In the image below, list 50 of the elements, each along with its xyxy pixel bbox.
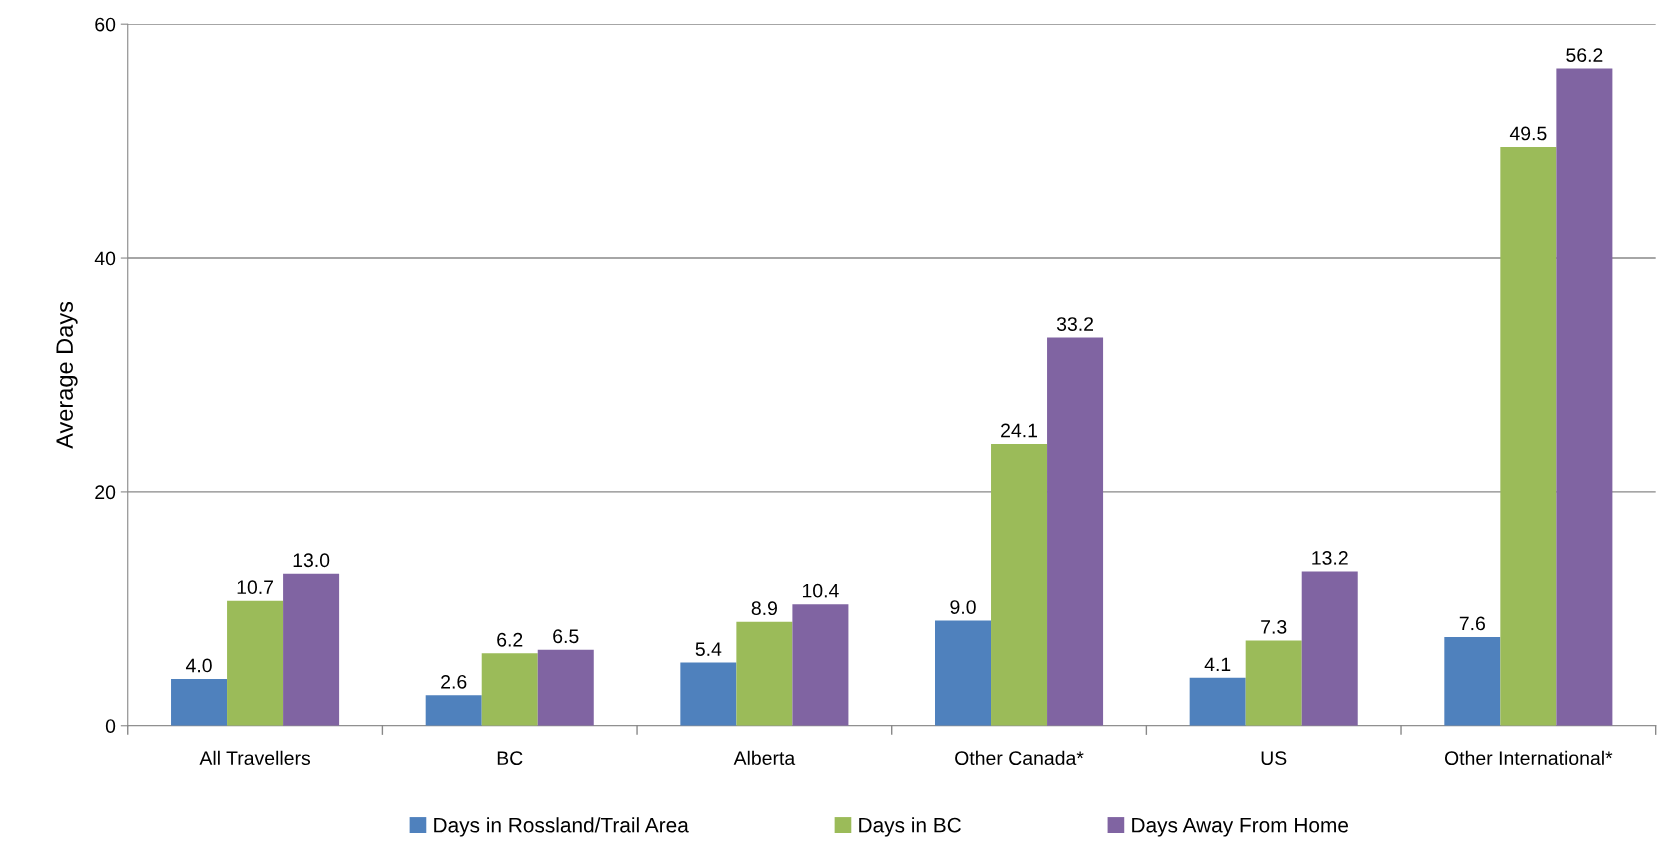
x-tick-label: BC xyxy=(497,751,523,766)
y-tick-label: 40 xyxy=(94,251,116,266)
x-tick-label: Alberta xyxy=(733,750,796,766)
y-tick-label: 0 xyxy=(105,719,116,733)
bar xyxy=(481,653,538,726)
bar xyxy=(1047,337,1104,726)
x-tick-label: All Travellers xyxy=(199,750,311,766)
bar xyxy=(1444,636,1501,726)
bar xyxy=(1245,640,1302,726)
bar xyxy=(1301,571,1358,726)
legend-label: Days Away From Home xyxy=(1132,817,1349,837)
data-label: 13.0 xyxy=(293,553,330,568)
data-label: 2.6 xyxy=(441,674,467,689)
y-axis-title: Average Days xyxy=(56,301,78,449)
data-label: 10.4 xyxy=(802,583,839,598)
data-label: 56.2 xyxy=(1566,48,1603,62)
bar xyxy=(227,600,284,726)
data-label: 10.7 xyxy=(237,580,274,595)
bar xyxy=(1189,677,1246,726)
data-label: 4.0 xyxy=(185,658,212,673)
legend-label: Days in BC xyxy=(859,817,961,837)
bar xyxy=(935,620,992,726)
data-label: 24.1 xyxy=(1001,423,1038,438)
bar xyxy=(680,662,737,726)
bar xyxy=(171,678,228,726)
bar xyxy=(736,621,793,726)
bar xyxy=(283,573,340,726)
x-tick-label: US xyxy=(1261,751,1287,766)
x-tick-label: Other Canada* xyxy=(955,750,1084,766)
data-label: 8.9 xyxy=(751,601,777,616)
data-label: 13.2 xyxy=(1312,551,1348,565)
data-label: 6.2 xyxy=(497,632,523,647)
data-label: 5.4 xyxy=(695,642,722,656)
bar xyxy=(991,443,1048,726)
data-label: 4.1 xyxy=(1204,657,1231,672)
x-tick-label: Other International* xyxy=(1444,750,1613,766)
bar xyxy=(1556,68,1613,726)
data-label: 6.5 xyxy=(553,629,579,644)
bar xyxy=(537,649,594,726)
data-label: 33.2 xyxy=(1056,317,1094,331)
data-label: 7.3 xyxy=(1261,620,1287,634)
data-label: 49.5 xyxy=(1509,126,1547,141)
bar xyxy=(792,604,849,726)
bar xyxy=(1500,146,1557,726)
legend-label: Days in Rossland/Trail Area xyxy=(434,817,689,837)
data-label: 7.6 xyxy=(1459,616,1485,631)
data-label: 9.0 xyxy=(950,600,976,614)
y-tick-label: 20 xyxy=(95,485,116,500)
y-tick-label: 60 xyxy=(95,17,116,32)
bar xyxy=(425,695,482,726)
